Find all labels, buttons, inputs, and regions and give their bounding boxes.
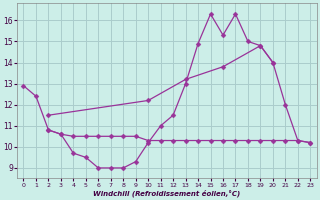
X-axis label: Windchill (Refroidissement éolien,°C): Windchill (Refroidissement éolien,°C): [93, 189, 241, 197]
